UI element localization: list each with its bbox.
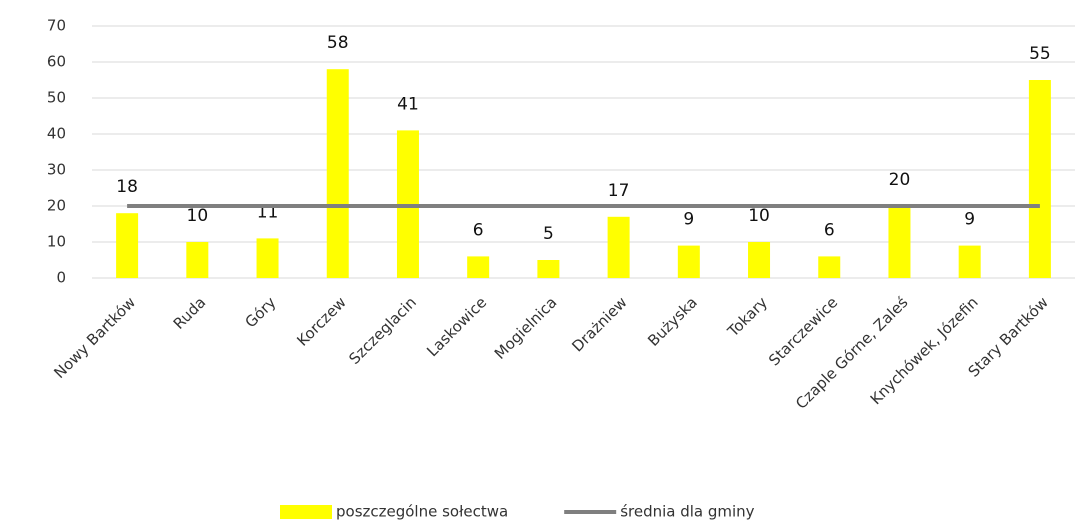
y-tick-label: 70 xyxy=(47,17,66,35)
x-tick-label: Tokary xyxy=(723,293,771,341)
legend-swatch xyxy=(280,505,332,519)
legend-label: średnia dla gminy xyxy=(620,503,754,521)
x-tick-label: Szczeglacin xyxy=(345,293,420,368)
bar xyxy=(326,69,349,278)
data-label: 18 xyxy=(116,177,138,197)
data-label: 10 xyxy=(748,206,770,226)
bar xyxy=(256,238,279,278)
y-tick-label: 10 xyxy=(47,233,66,251)
y-tick-label: 0 xyxy=(56,269,66,287)
data-label: 58 xyxy=(327,33,349,53)
x-tick-label: Mogielnica xyxy=(491,293,561,363)
bar xyxy=(888,206,911,278)
y-tick-label: 40 xyxy=(47,125,66,143)
bar xyxy=(186,242,209,278)
x-tick-label: Góry xyxy=(241,293,279,331)
x-tick-label: Starczewice xyxy=(765,293,841,369)
y-tick-label: 20 xyxy=(47,197,66,215)
y-tick-label: 30 xyxy=(47,161,66,179)
x-tick-label: Ruda xyxy=(170,293,210,333)
data-label: 41 xyxy=(397,94,419,114)
data-label: 20 xyxy=(889,170,911,190)
data-label: 5 xyxy=(543,224,554,244)
data-label: 17 xyxy=(608,181,630,201)
x-tick-label: Korczew xyxy=(293,293,349,349)
x-tick-label: Laskowice xyxy=(423,293,490,360)
data-label: 6 xyxy=(473,220,484,240)
data-label: 55 xyxy=(1029,44,1051,64)
bar xyxy=(1028,80,1051,278)
bar xyxy=(607,216,630,278)
bar xyxy=(537,260,560,278)
data-label: 6 xyxy=(824,220,835,240)
x-tick-label: Drażniew xyxy=(568,293,630,355)
bar xyxy=(467,256,490,278)
bar xyxy=(818,256,841,278)
data-label: 9 xyxy=(683,210,694,230)
x-tick-label: Bużyska xyxy=(644,293,701,350)
data-label: 10 xyxy=(187,206,209,226)
data-label: 9 xyxy=(964,210,975,230)
bar xyxy=(116,213,139,278)
y-tick-label: 60 xyxy=(47,53,66,71)
bar xyxy=(748,242,771,278)
bar xyxy=(958,245,981,278)
legend-label: poszczególne sołectwa xyxy=(336,503,508,521)
y-tick-label: 50 xyxy=(47,89,66,107)
bar xyxy=(677,245,700,278)
x-tick-label: Nowy Bartków xyxy=(50,293,139,382)
